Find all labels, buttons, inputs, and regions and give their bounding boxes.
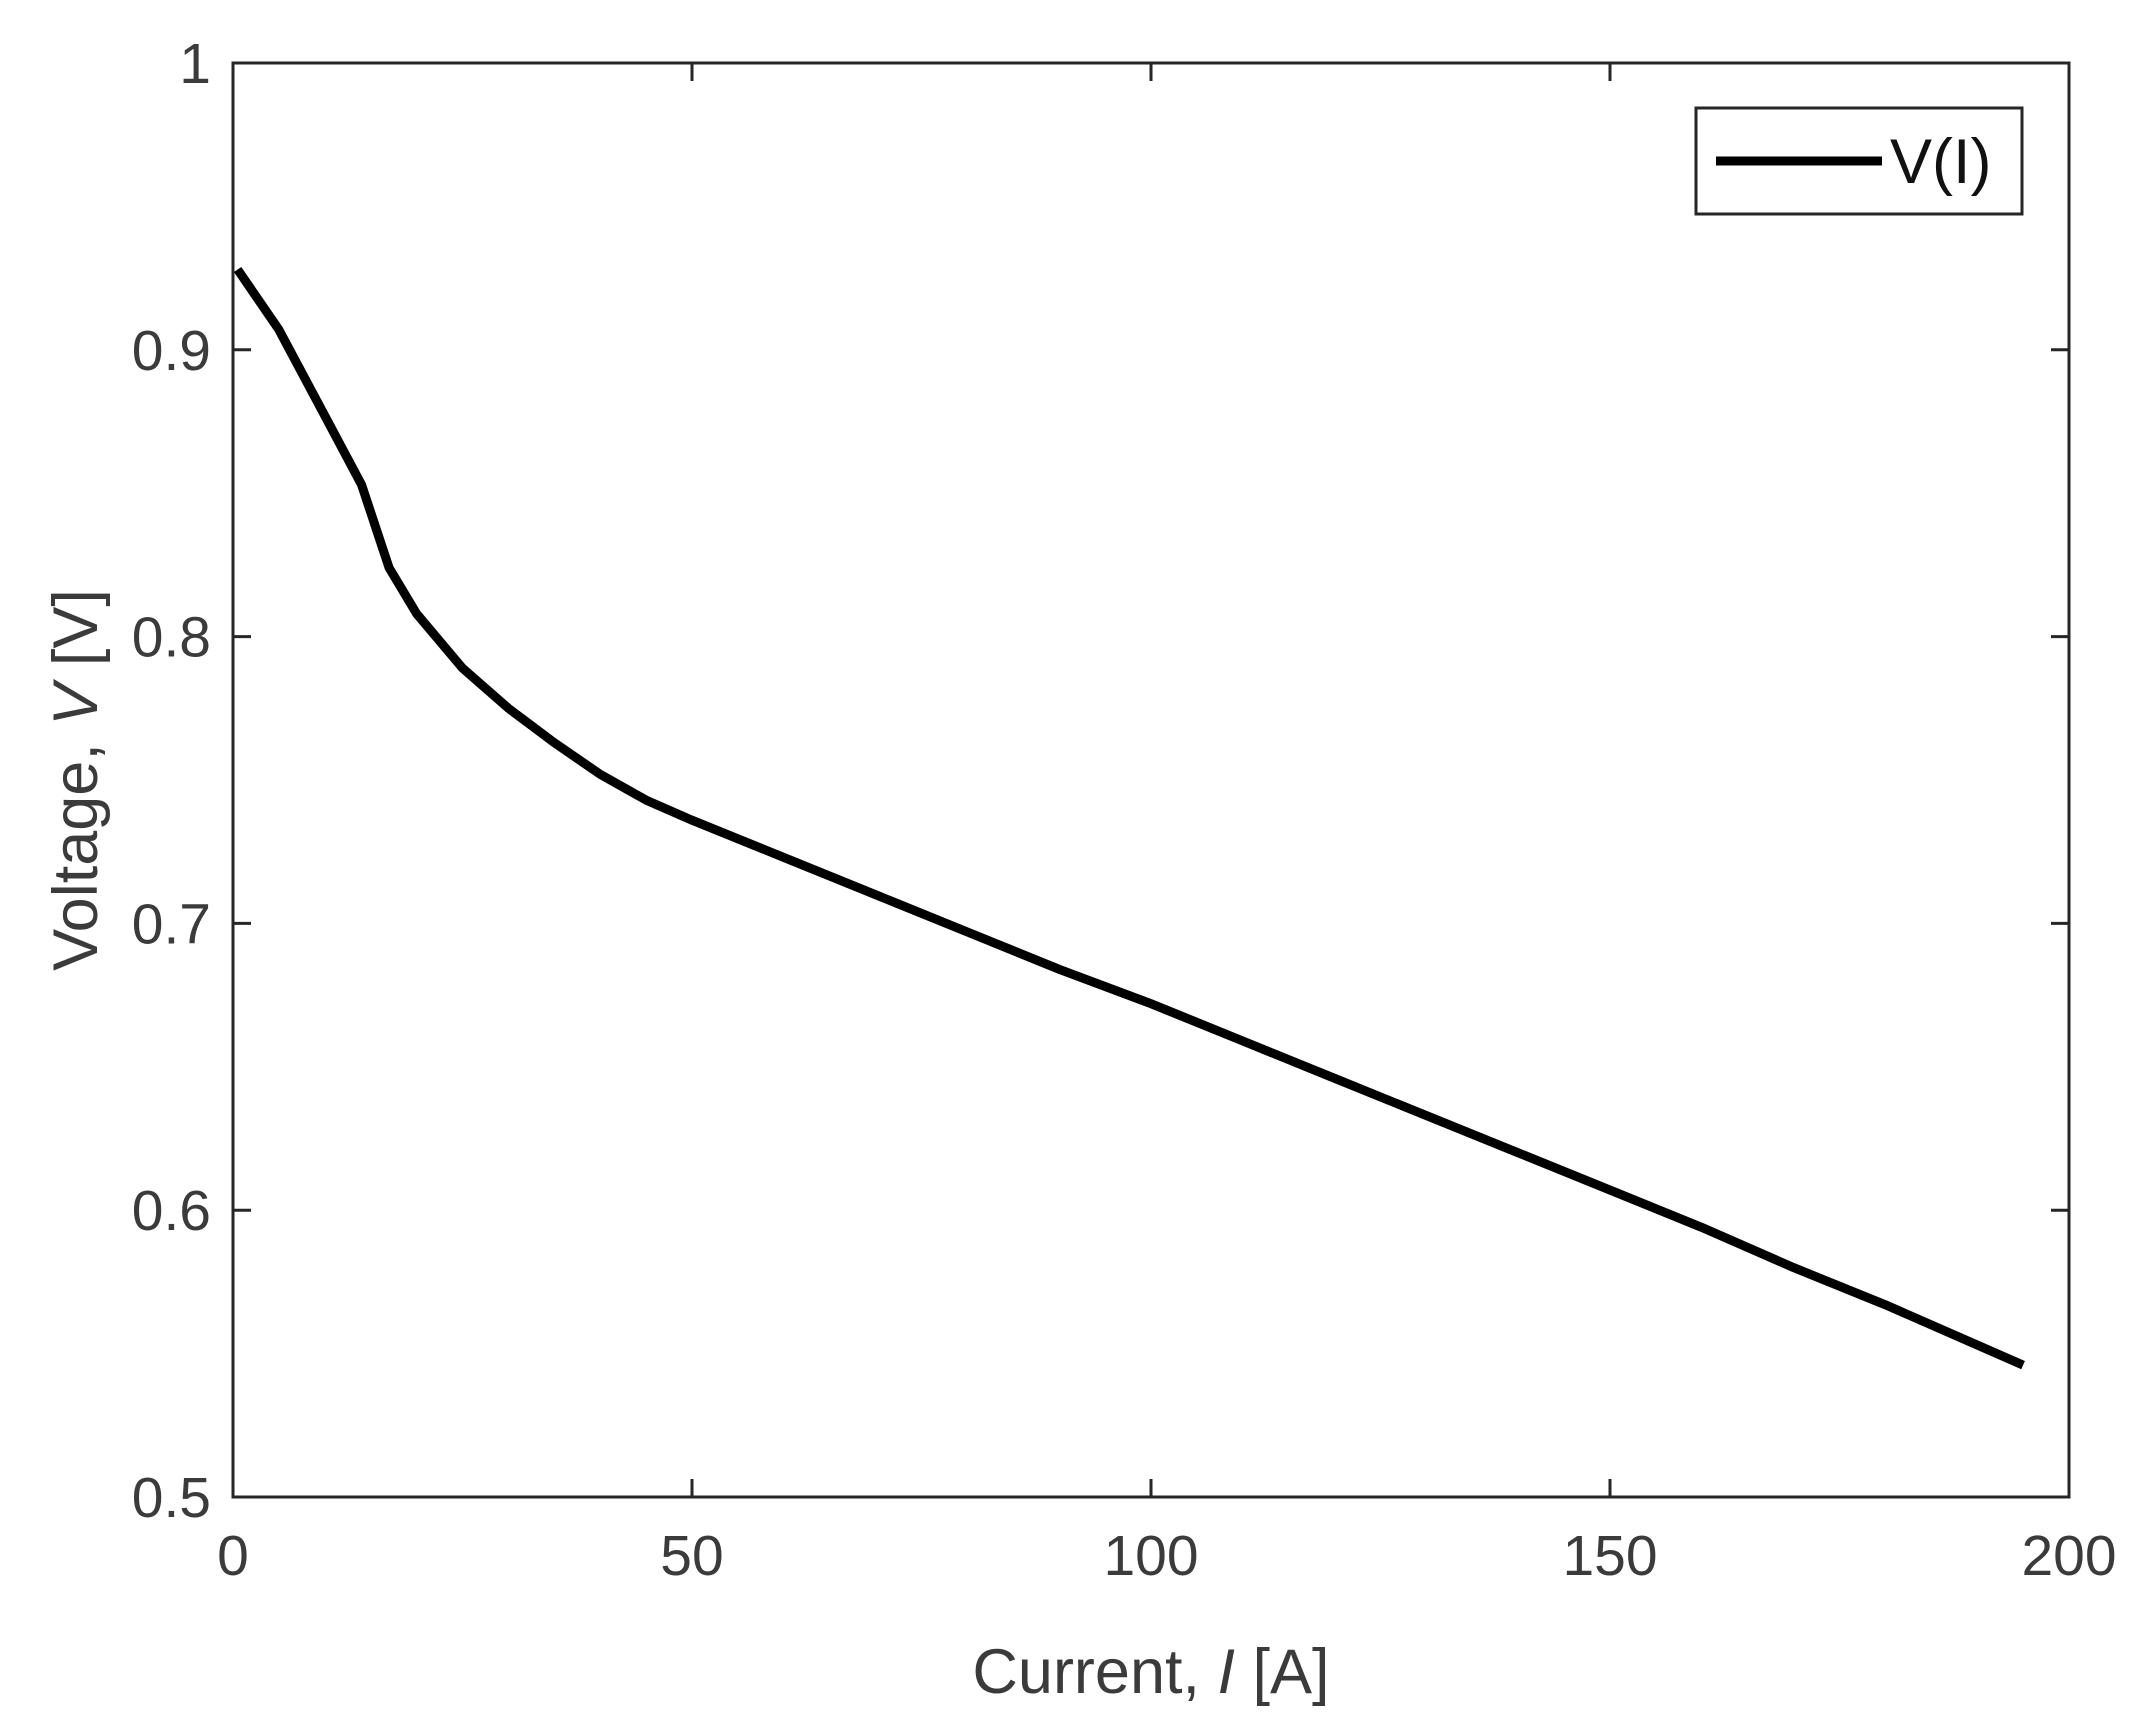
y-axis-label-symbol: V xyxy=(41,679,111,726)
x-tick-label: 50 xyxy=(660,1524,723,1588)
x-axis-label-prefix: Current, xyxy=(972,1637,1217,1707)
y-tick-label: 0.7 xyxy=(132,892,211,956)
tick-labels-layer: 0 50 100 150 200 0.5 0.6 0.7 0.8 0.9 1 xyxy=(132,32,2117,1588)
x-axis-label: Current, I [A] xyxy=(972,1637,1329,1707)
plot-area-frame xyxy=(231,61,2071,1499)
y-axis-label: Voltage, V [V] xyxy=(41,589,111,971)
series-layer xyxy=(233,266,2025,1370)
legend: V(I) xyxy=(1694,106,2024,216)
legend-entry-label: V(I) xyxy=(1890,127,1991,197)
x-tick-label: 100 xyxy=(1103,1524,1198,1588)
x-axis-label-unit: [A] xyxy=(1235,1637,1330,1707)
x-tick-label: 0 xyxy=(217,1524,249,1588)
y-tick-label: 0.9 xyxy=(132,319,211,383)
series-line xyxy=(233,266,2025,1370)
y-tick-label: 0.8 xyxy=(132,606,211,670)
y-tick-label: 0.6 xyxy=(132,1179,211,1243)
x-tick-label: 200 xyxy=(2021,1524,2116,1588)
y-tick-label: 1 xyxy=(179,32,211,96)
y-axis-label-unit: [V] xyxy=(41,589,111,684)
x-tick-label: 150 xyxy=(1562,1524,1657,1588)
x-axis-label-symbol: I xyxy=(1218,1637,1236,1707)
y-axis-label-prefix: Voltage, xyxy=(41,726,111,971)
y-tick-label: 0.5 xyxy=(132,1466,211,1530)
